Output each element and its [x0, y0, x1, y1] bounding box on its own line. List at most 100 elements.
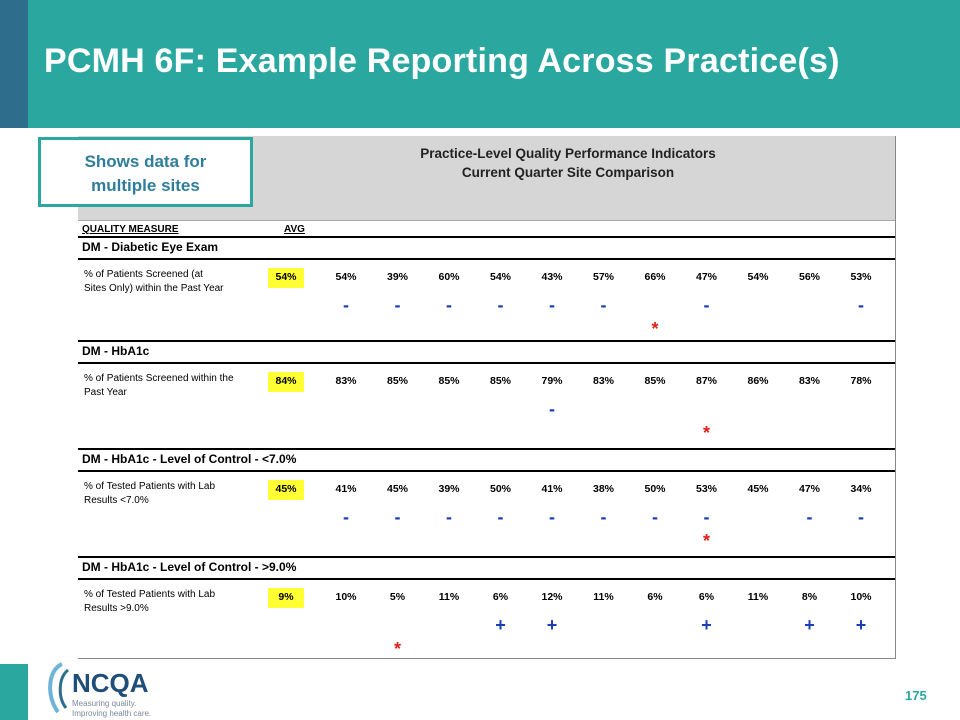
site-value: 43%	[541, 271, 563, 283]
below-avg-minus-icon: -	[806, 507, 813, 527]
above-avg-plus-icon: +	[804, 615, 815, 635]
report-title-line1: Practice-Level Quality Performance Indic…	[420, 146, 716, 161]
section-divider	[78, 258, 895, 260]
avg-highlight	[268, 372, 304, 392]
avg-value: 54%	[275, 271, 297, 283]
above-avg-plus-icon: +	[495, 615, 506, 635]
below-avg-minus-icon: -	[446, 295, 452, 315]
below-avg-minus-icon: -	[549, 399, 555, 419]
above-avg-plus-icon: +	[546, 615, 558, 635]
site-value: 34%	[850, 483, 872, 495]
site-value: 85%	[489, 375, 511, 387]
site-value: 79%	[541, 375, 563, 387]
site-value: 54%	[489, 271, 511, 283]
callout-text: Shows data for multiple sites	[41, 150, 250, 198]
below-avg-minus-icon: -	[497, 295, 504, 315]
site-value: 8%	[801, 591, 818, 603]
section-divider	[78, 236, 895, 238]
site-value: 66%	[644, 271, 666, 283]
below-avg-minus-icon: -	[343, 295, 349, 315]
avg-value: 84%	[275, 375, 297, 387]
section-title: DM - HbA1c	[82, 344, 150, 358]
section-divider	[78, 470, 895, 472]
measure-label-line1: % of Patients Screened (at	[84, 269, 203, 280]
measure-label-line1: % of Tested Patients with Lab	[84, 481, 216, 492]
report-title-line2: Current Quarter Site Comparison	[461, 165, 675, 180]
site-value: 78%	[850, 375, 872, 387]
site-value: 57%	[592, 271, 614, 283]
avg-header: AVG	[284, 224, 305, 235]
avg-highlight	[268, 268, 304, 288]
site-value: 41%	[335, 483, 357, 495]
below-avg-minus-icon: -	[497, 507, 504, 527]
below-avg-minus-icon: -	[703, 295, 710, 315]
site-value: 53%	[695, 483, 717, 495]
site-value: 83%	[335, 375, 357, 387]
section-divider	[78, 578, 895, 580]
site-value: 39%	[438, 483, 460, 495]
below-avg-minus-icon: -	[446, 507, 452, 527]
avg-value: 45%	[275, 483, 297, 495]
section-divider	[78, 448, 895, 450]
site-value: 39%	[386, 271, 408, 283]
site-value: 11%	[593, 591, 614, 603]
page-number: 175	[905, 688, 927, 703]
site-value: 85%	[644, 375, 666, 387]
site-value: 83%	[592, 375, 614, 387]
report-title: Practice-Level Quality Performance Indic…	[278, 144, 858, 182]
significant-star-icon: *	[702, 423, 710, 443]
callout-line1: Shows data for	[84, 152, 207, 171]
below-avg-minus-icon: -	[549, 295, 555, 315]
site-value: 56%	[798, 271, 820, 283]
measure-label-line2: Results <7.0%	[84, 495, 149, 506]
measure-label-line2: Past Year	[84, 387, 127, 398]
report-body: Practice-Level Quality Performance Indic…	[78, 136, 895, 658]
svg-text:Measuring quality.: Measuring quality.	[72, 699, 136, 708]
site-value: 45%	[747, 483, 769, 495]
site-value: 12%	[541, 591, 563, 603]
site-value: 11%	[747, 591, 769, 603]
slide-title: PCMH 6F: Example Reporting Across Practi…	[44, 42, 840, 80]
quality-measure-header: QUALITY MEASURE	[82, 224, 179, 235]
avg-value: 9%	[278, 591, 294, 603]
site-value: 60%	[438, 271, 460, 283]
site-value: 47%	[695, 271, 717, 283]
significant-star-icon: *	[393, 639, 401, 659]
site-value: 87%	[695, 375, 717, 387]
site-value: 86%	[747, 375, 769, 387]
callout-line2: multiple sites	[91, 176, 200, 195]
significant-star-icon: *	[651, 319, 659, 339]
site-value: 54%	[335, 271, 357, 283]
below-avg-minus-icon: -	[858, 295, 864, 315]
below-avg-minus-icon: -	[549, 507, 555, 527]
measure-label-line1: % of Patients Screened within the	[84, 373, 234, 384]
site-value: 5%	[389, 591, 406, 603]
site-value: 6%	[698, 591, 715, 603]
measure-label-line2: Results >9.0%	[84, 603, 149, 614]
measure-label-line2: Sites Only) within the Past Year	[84, 283, 224, 294]
site-value: 41%	[541, 483, 563, 495]
header-accent-bar	[0, 0, 28, 128]
avg-highlight	[268, 480, 304, 500]
below-avg-minus-icon: -	[394, 507, 401, 527]
below-avg-minus-icon: -	[600, 507, 607, 527]
site-value: 6%	[647, 591, 663, 603]
site-value: 11%	[438, 591, 460, 603]
svg-text:NCQA: NCQA	[72, 668, 149, 698]
section-divider	[78, 362, 895, 364]
svg-text:Improving health care.: Improving health care.	[72, 709, 151, 718]
footer-accent-bar	[0, 664, 28, 720]
section-title: DM - Diabetic Eye Exam	[82, 240, 219, 254]
section-divider	[78, 340, 895, 342]
site-value: 38%	[592, 483, 614, 495]
site-value: 85%	[386, 375, 408, 387]
ncqa-logo: NCQA Measuring quality. Improving health…	[48, 662, 151, 718]
section-title: DM - HbA1c - Level of Control - >9.0%	[82, 560, 297, 574]
site-value: 50%	[489, 483, 511, 495]
avg-highlight	[268, 588, 304, 608]
site-value: 47%	[798, 483, 820, 495]
measure-label-line1: % of Tested Patients with Lab	[84, 589, 216, 600]
site-value: 6%	[492, 591, 509, 603]
site-value: 50%	[644, 483, 666, 495]
above-avg-plus-icon: +	[855, 615, 867, 635]
